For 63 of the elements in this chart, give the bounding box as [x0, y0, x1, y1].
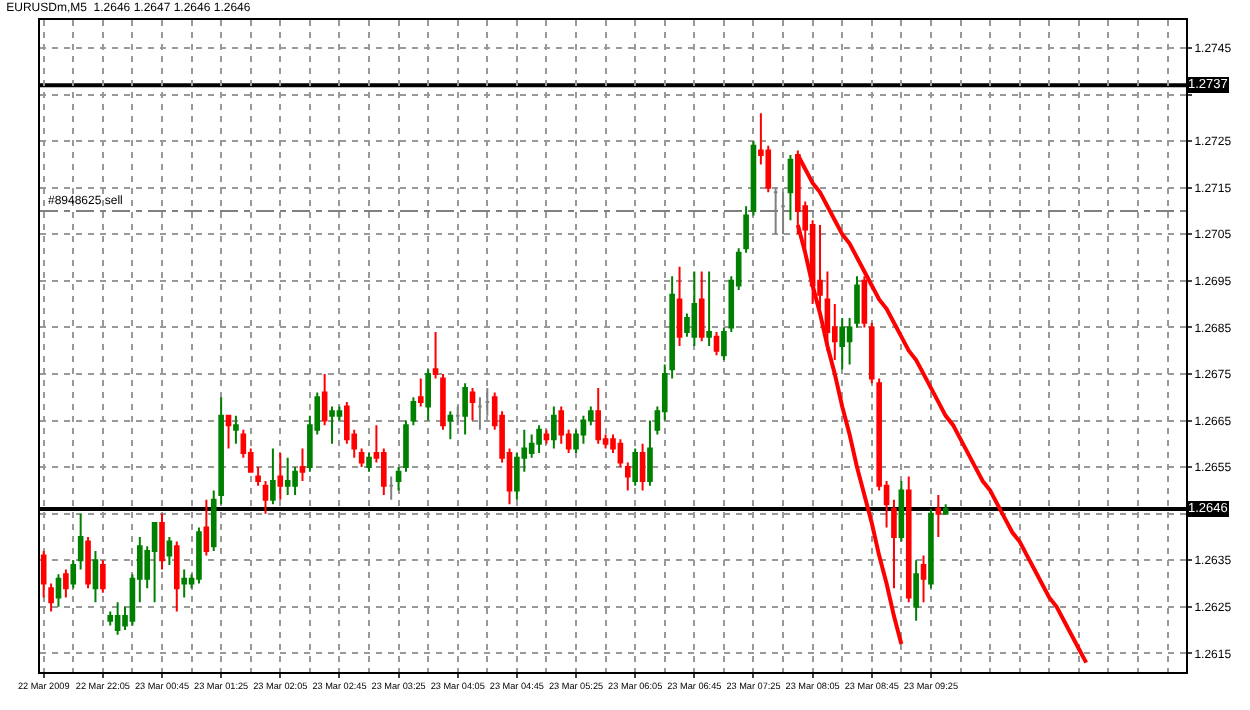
candlestick [787, 154, 794, 222]
candlestick [905, 475, 912, 604]
candlestick [595, 386, 602, 445]
candlestick [469, 386, 476, 422]
candlestick [417, 377, 424, 408]
candlestick [454, 405, 461, 427]
candlestick [928, 508, 934, 590]
candlestick [173, 540, 180, 613]
candlestick [366, 452, 372, 473]
candlestick [632, 447, 638, 487]
candlestick [639, 442, 646, 492]
candlestick [92, 549, 99, 604]
candlestick [462, 382, 468, 436]
candlestick [321, 372, 328, 427]
candlestick [691, 270, 698, 347]
candlestick [624, 461, 631, 492]
candlestick [70, 559, 77, 590]
candlestick [647, 419, 653, 487]
candlestick [898, 480, 905, 543]
candlestick [713, 331, 720, 357]
candlestick [107, 610, 114, 627]
candlestick [580, 414, 587, 445]
candlestick [447, 410, 454, 441]
candlestick [484, 386, 491, 417]
candlestick [425, 368, 431, 422]
candlestick [558, 405, 565, 445]
candlestick [114, 601, 121, 636]
candlestick [77, 512, 84, 571]
candlestick [63, 568, 69, 599]
candlestick [358, 447, 365, 469]
candlestick [166, 535, 173, 566]
candlestick [284, 456, 291, 497]
candlestick [262, 480, 269, 515]
candlestick [551, 405, 557, 450]
candlestick [935, 494, 942, 538]
candlestick [942, 503, 949, 515]
candlestick [225, 414, 232, 450]
candlestick [913, 559, 919, 622]
candlestick [196, 526, 202, 585]
candlestick [839, 317, 846, 371]
candlestick [543, 428, 550, 445]
candlestick [100, 559, 106, 594]
candlestick [920, 554, 927, 604]
candlestick [151, 521, 158, 604]
candlestick [277, 452, 284, 501]
candlestick [536, 424, 542, 455]
candlestick [203, 498, 210, 557]
candlestick [292, 466, 298, 497]
candlestick [85, 535, 91, 590]
candlestick [55, 573, 62, 608]
candlestick [861, 275, 868, 329]
candlestick [388, 475, 394, 501]
candlestick [477, 396, 483, 431]
candlestick [706, 270, 712, 347]
candlestick [329, 405, 335, 445]
candlestick [617, 438, 624, 469]
candlestick [299, 447, 306, 483]
candlestick [676, 265, 683, 347]
candlestick [698, 270, 705, 343]
candlestick [159, 512, 165, 571]
candlestick [181, 568, 187, 599]
candlestick [270, 447, 276, 506]
candlestick [233, 414, 239, 445]
